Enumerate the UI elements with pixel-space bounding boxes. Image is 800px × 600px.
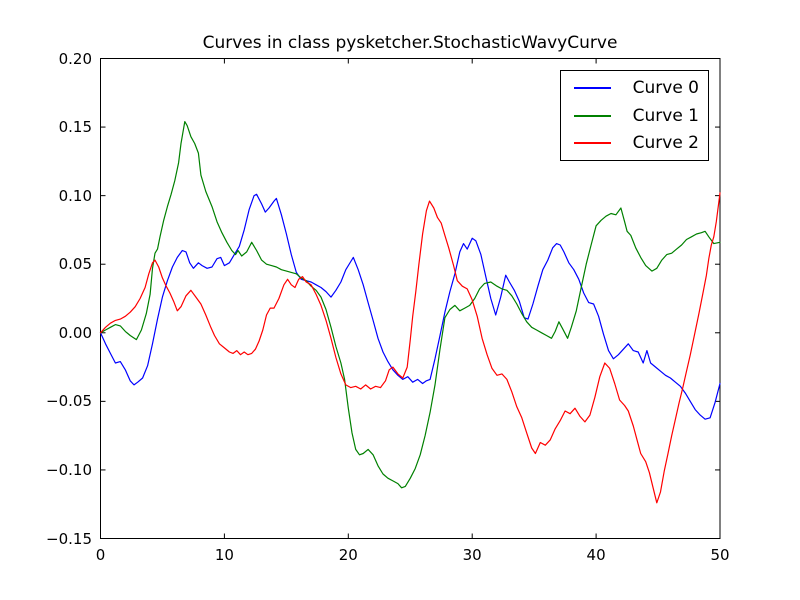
series-line-curve-2 — [99, 192, 721, 504]
y-tick-label-0.20: 0.20 — [58, 49, 92, 68]
series-line-curve-1 — [99, 120, 721, 489]
series-line-curve-0 — [99, 193, 721, 420]
legend-line-sample-curve-1 — [574, 114, 611, 117]
legend-item-curve-1: Curve 1 — [561, 102, 708, 130]
x-tick-label-10: 10 — [214, 546, 234, 564]
legend-line-sample-curve-0 — [574, 86, 611, 89]
y-tick-label-0.05: 0.05 — [58, 255, 92, 274]
legend-label-curve-0: Curve 0 — [632, 77, 699, 98]
y-tick-label-0.15: 0.15 — [58, 118, 92, 137]
legend-label-curve-1: Curve 1 — [632, 105, 699, 126]
y-tick-label-0.10: 0.10 — [58, 186, 92, 205]
axes-frame — [100, 58, 721, 539]
y-tick-label-−0.10: −0.10 — [46, 460, 92, 479]
y-tick-label-0.00: 0.00 — [58, 323, 92, 342]
legend: Curve 0 Curve 1 Curve 2 — [560, 70, 709, 161]
x-tick-label-30: 30 — [462, 546, 482, 564]
legend-line-sample-curve-2 — [574, 142, 611, 145]
y-tick-label-−0.15: −0.15 — [46, 529, 92, 548]
legend-label-curve-2: Curve 2 — [632, 133, 699, 154]
x-tick-label-50: 50 — [710, 546, 730, 564]
chart-title: Curves in class pysketcher.StochasticWav… — [202, 33, 618, 53]
x-tick-label-40: 40 — [586, 546, 606, 564]
legend-item-curve-0: Curve 0 — [561, 74, 708, 102]
x-tick-label-0: 0 — [95, 546, 106, 564]
y-tick-label-−0.05: −0.05 — [46, 392, 92, 411]
legend-item-curve-2: Curve 2 — [561, 129, 708, 157]
x-tick-label-20: 20 — [338, 546, 358, 564]
